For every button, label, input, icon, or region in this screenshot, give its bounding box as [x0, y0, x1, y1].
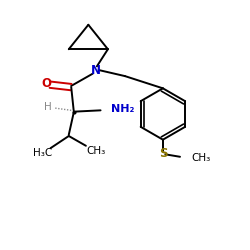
Text: N: N — [91, 64, 101, 76]
Text: H: H — [44, 102, 52, 112]
Text: CH₃: CH₃ — [86, 146, 105, 156]
Text: NH₂: NH₂ — [111, 104, 134, 114]
Text: S: S — [159, 147, 167, 160]
Text: H₃C: H₃C — [34, 148, 53, 158]
Text: CH₃: CH₃ — [191, 153, 210, 163]
Text: O: O — [42, 77, 52, 90]
